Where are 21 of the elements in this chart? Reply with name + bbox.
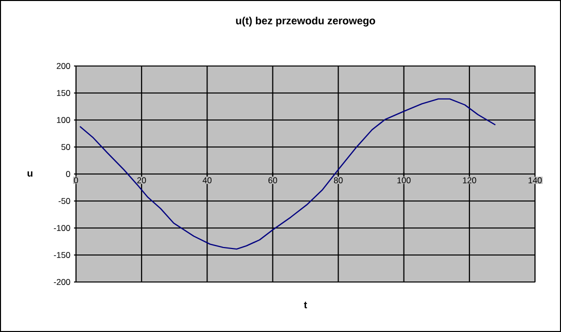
y-tick-label: 150 bbox=[56, 90, 70, 96]
y-tick-label: -50 bbox=[58, 198, 70, 204]
line-series bbox=[79, 98, 496, 250]
x-tick-label: 140 bbox=[528, 177, 542, 184]
y-tick-label: 50 bbox=[61, 144, 70, 150]
y-tick-label: 100 bbox=[56, 117, 70, 123]
x-tick-label: 100 bbox=[397, 177, 411, 184]
x-tick-label: 0 bbox=[74, 177, 78, 184]
y-tick-label: -100 bbox=[54, 225, 70, 231]
y-tick-label: -150 bbox=[54, 252, 70, 258]
y-tick-label: 0 bbox=[66, 171, 70, 177]
y-tick-label: 200 bbox=[56, 63, 70, 69]
x-tick-label: 80 bbox=[334, 177, 343, 184]
y-tick-label: -200 bbox=[54, 279, 70, 285]
x-tick-label: 120 bbox=[463, 177, 476, 184]
x-tick-label: 40 bbox=[202, 177, 212, 184]
chart-title: u(t) bez przewodu zerowego bbox=[236, 16, 376, 27]
x-axis-title: t bbox=[304, 302, 308, 308]
y-axis-title: u bbox=[28, 171, 32, 177]
x-tick-label: 20 bbox=[137, 177, 146, 184]
x-tick-label: 60 bbox=[268, 177, 278, 184]
